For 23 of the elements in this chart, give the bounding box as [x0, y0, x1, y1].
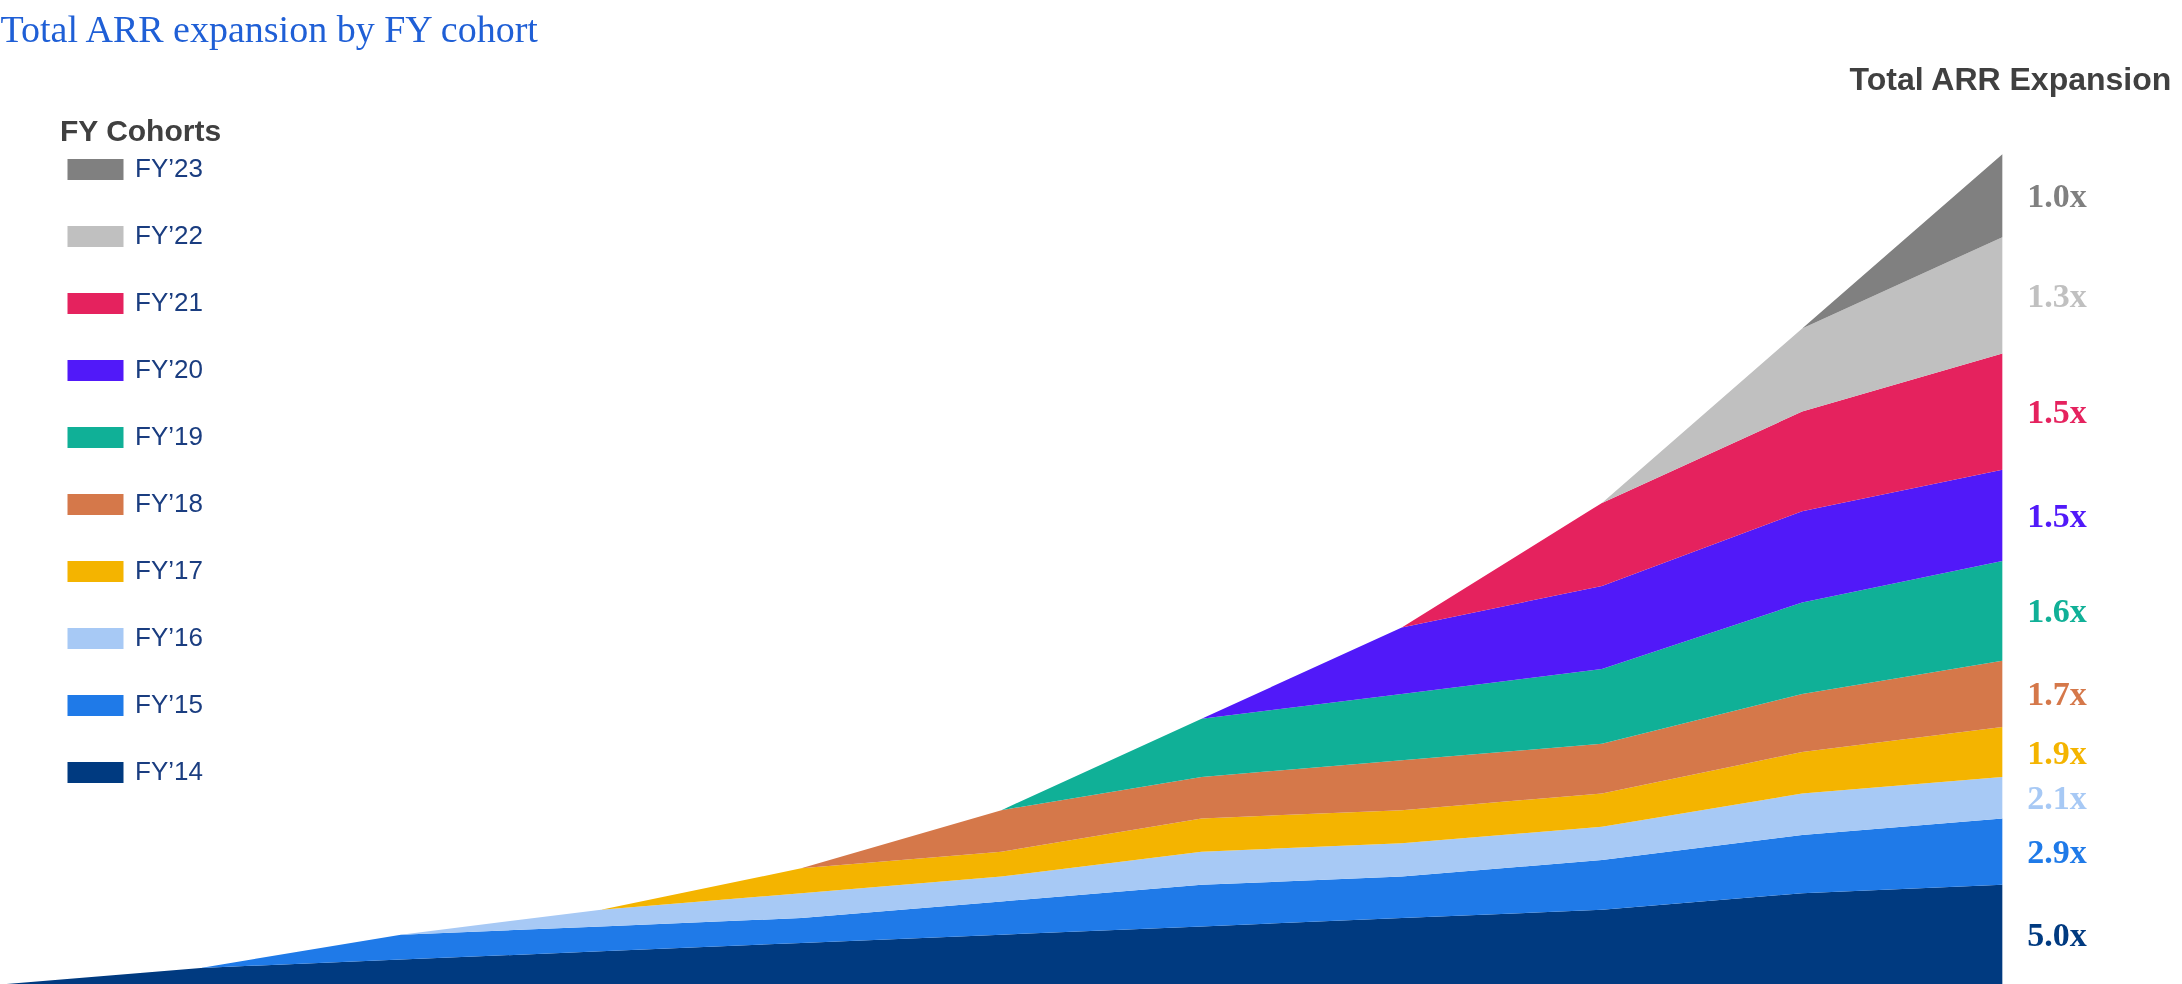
legend-label: FY’17: [135, 555, 203, 586]
annotation: 2.1x: [2027, 779, 2087, 817]
annotation: 1.3x: [2027, 276, 2087, 314]
legend-label: FY’14: [135, 756, 203, 787]
legend-label: FY’22: [135, 220, 203, 251]
legend-label: FY’15: [135, 689, 203, 720]
annotation: 1.7x: [2027, 675, 2087, 713]
legend-label: FY’16: [135, 622, 203, 653]
annotation: 1.9x: [2027, 733, 2087, 771]
annotation: 1.5x: [2027, 393, 2087, 431]
text: Total ARR Expansion: [1849, 60, 2172, 97]
annotation: 1.0x: [2027, 177, 2087, 215]
annotation: 2.9x: [2027, 833, 2087, 871]
legend-label: FY’18: [135, 488, 203, 519]
legend-label: FY’23: [135, 153, 203, 184]
legend-label: FY’20: [135, 354, 203, 385]
legend-label: FY’19: [135, 421, 203, 452]
annotation: 1.5x: [2027, 496, 2087, 534]
legend-title: FY Cohorts: [60, 114, 222, 148]
annotation: 1.6x: [2027, 592, 2087, 630]
chart-title: Total ARR expansion by FY cohort: [0, 7, 539, 50]
legend-label: FY’21: [135, 287, 203, 318]
annotation: 5.0x: [2027, 916, 2087, 954]
